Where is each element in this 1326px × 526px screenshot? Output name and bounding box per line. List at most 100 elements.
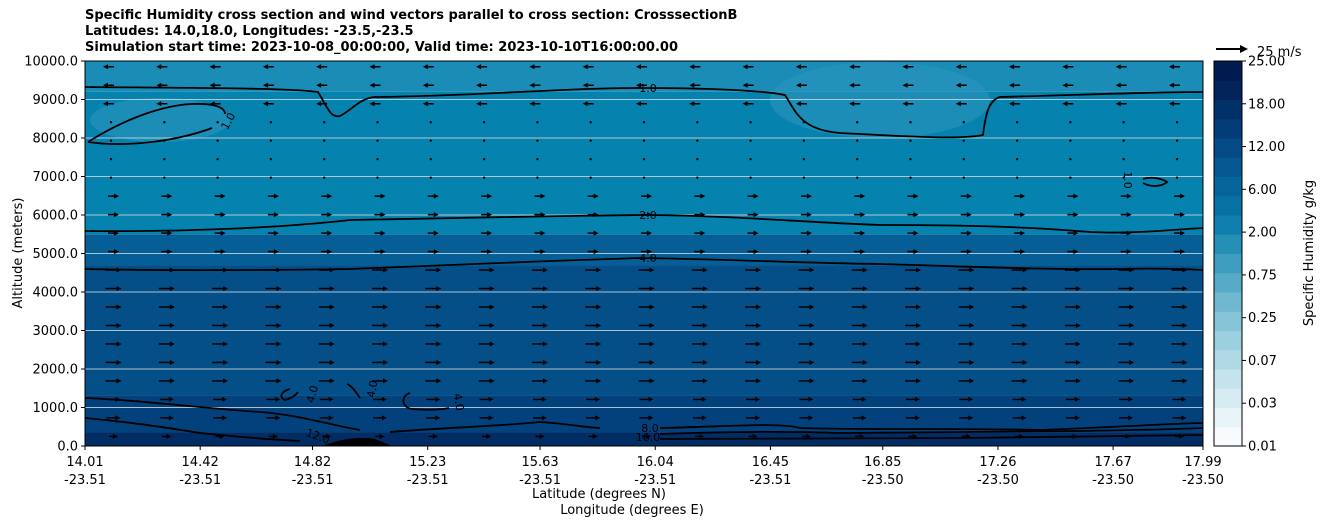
wind-vector (321, 249, 333, 255)
wind-vector (907, 212, 919, 218)
wind-vector (1174, 212, 1185, 218)
wind-vector (851, 341, 868, 347)
colorbar-segment (1214, 118, 1242, 139)
wind-vector (694, 249, 706, 255)
wind-vector (742, 101, 754, 107)
wind-vector (531, 304, 548, 310)
colorbar-frame (1213, 60, 1243, 447)
wind-vector (1014, 249, 1026, 255)
wind-vector (369, 101, 381, 107)
wind-vector (1015, 139, 1019, 142)
wind-vector (582, 64, 594, 70)
wind-vector (1175, 433, 1184, 439)
wind-vector (694, 193, 706, 199)
wind-vector (269, 139, 273, 142)
colorbar-segment (1214, 195, 1242, 216)
wind-vector (105, 378, 122, 384)
wind-vector (695, 433, 705, 439)
wind-vector (212, 304, 229, 310)
wind-vector (587, 230, 599, 236)
x-tick-label-latitude: 14.42 (182, 455, 219, 470)
wind-vector (849, 64, 861, 70)
colorbar-segment (1214, 292, 1242, 312)
wind-vector (960, 193, 972, 199)
wind-vector (902, 64, 914, 70)
wind-vector (585, 267, 602, 273)
wind-vector (1118, 304, 1135, 310)
wind-vector (955, 82, 967, 88)
x-axis-label-latitude: Latitude (degrees N) (532, 487, 666, 502)
wind-vector (1171, 322, 1188, 328)
wind-vector (1118, 378, 1135, 384)
wind-vector (1065, 396, 1080, 402)
colorbar-segment (1214, 311, 1242, 331)
colorbar-segment (1214, 407, 1242, 428)
wind-vector (851, 322, 868, 328)
wind-vector (1062, 101, 1074, 107)
wind-vector (318, 341, 335, 347)
wind-vector (109, 433, 118, 439)
x-tick-label-latitude: 16.85 (864, 455, 901, 470)
wind-vector (323, 157, 326, 161)
wind-vector (372, 286, 388, 292)
wind-vector (905, 341, 921, 347)
wind-vector (374, 230, 386, 236)
chart-title-line-3: Simulation start time: 2023-10-08_00:00:… (85, 40, 678, 55)
y-tick-label: 3000.0 (33, 324, 79, 339)
wind-vector (425, 322, 442, 328)
wind-vector (795, 64, 807, 70)
wind-vector (1119, 396, 1134, 402)
wind-vector (267, 193, 279, 199)
contour-6 (85, 397, 361, 431)
humidity-patch-upper-left (90, 98, 230, 142)
wind-vector (216, 121, 219, 124)
colorbar-segment (1214, 80, 1242, 100)
wind-vector (1169, 82, 1180, 88)
wind-vector (372, 322, 388, 328)
contour-label: 8.0 (641, 422, 659, 435)
wind-vector (425, 359, 442, 365)
wind-vector (638, 267, 655, 273)
wind-vector (905, 286, 921, 292)
wind-vector (642, 433, 651, 439)
wind-vector (1009, 101, 1021, 107)
wind-vector (746, 415, 761, 421)
contour-high-blob (324, 437, 391, 446)
wind-vector (156, 101, 168, 107)
wind-vector (745, 267, 762, 273)
wind-vector (163, 176, 166, 179)
wind-vector (854, 212, 866, 218)
wind-vector (478, 322, 495, 328)
wind-vector (902, 101, 914, 107)
wind-vector (215, 433, 225, 439)
wind-vector (641, 230, 652, 236)
wind-vector (163, 139, 166, 142)
wind-vector (1115, 101, 1127, 107)
wind-vector (638, 286, 655, 292)
wind-vector (585, 286, 602, 292)
wind-vector (851, 304, 868, 310)
wind-vector (1069, 176, 1072, 179)
wind-vector (159, 415, 174, 421)
wind-vector (959, 396, 974, 402)
wind-vector (799, 415, 814, 421)
wind-vector (427, 193, 439, 199)
wind-vector (105, 359, 122, 365)
wind-vector (158, 322, 175, 328)
wind-vector (587, 193, 599, 199)
x-tick-label-longitude: -23.51 (634, 473, 676, 488)
wind-vector (1118, 322, 1135, 328)
wind-vector (585, 359, 602, 365)
wind-vector (1011, 341, 1028, 347)
wind-vector (636, 64, 647, 70)
wind-vector (1015, 157, 1019, 161)
wind-vector (319, 396, 334, 402)
x-tick-label-latitude: 17.67 (1095, 455, 1132, 470)
colorbar: 0.01 0.03 0.07 0.25 0.75 2.00 6.00 12.00 18.00 25… (1213, 55, 1285, 455)
wind-vector (478, 286, 495, 292)
wind-vector (161, 230, 173, 236)
wind-vector (642, 157, 646, 161)
wind-vector (585, 304, 602, 310)
colorbar-segment (1214, 138, 1242, 158)
wind-vector (747, 193, 759, 199)
